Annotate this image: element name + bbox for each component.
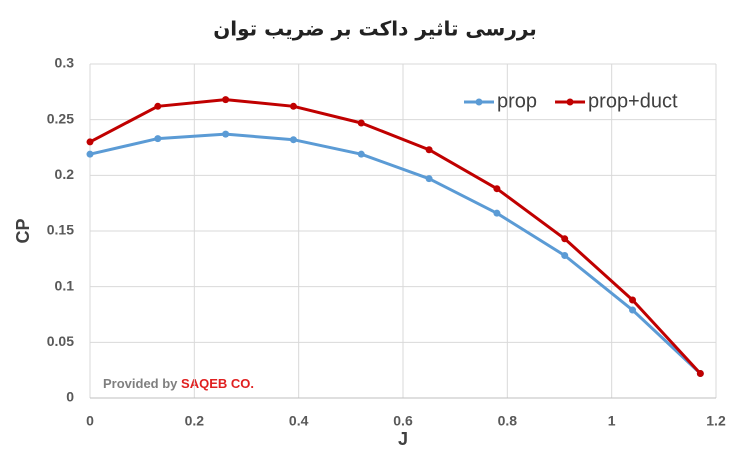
y-tick-label: 0.1 — [55, 277, 75, 293]
data-point — [425, 146, 433, 154]
y-tick-label: 0.3 — [55, 55, 75, 71]
data-point — [289, 136, 297, 144]
legend-marker — [566, 98, 574, 106]
y-tick-label: 0.25 — [47, 110, 74, 126]
data-point — [357, 150, 365, 158]
data-point — [222, 130, 230, 138]
legend-marker — [475, 98, 483, 106]
data-point — [154, 102, 162, 110]
y-tick-label: 0.05 — [47, 333, 74, 349]
legend-label: prop+duct — [588, 90, 678, 112]
series-line — [89, 98, 702, 375]
data-point — [222, 96, 230, 104]
data-point — [289, 102, 297, 110]
annotation-highlight: SAQEB CO. — [181, 376, 254, 391]
x-tick-label: 1.2 — [706, 413, 726, 429]
x-tick-label: 0.8 — [498, 413, 518, 429]
data-point — [154, 135, 162, 143]
x-tick-label: 0 — [86, 413, 94, 429]
series-line — [89, 132, 702, 375]
x-axis-label: J — [398, 429, 408, 449]
data-point — [493, 209, 501, 217]
data-point — [561, 235, 569, 243]
y-axis-label: CP — [13, 218, 33, 243]
y-tick-label: 0 — [66, 389, 74, 405]
data-point — [493, 185, 501, 193]
x-tick-label: 0.6 — [393, 413, 413, 429]
data-point — [425, 175, 433, 183]
y-tick-label: 0.15 — [47, 222, 74, 238]
data-point — [357, 119, 365, 127]
x-tick-label: 1 — [608, 413, 616, 429]
data-point — [629, 306, 637, 314]
chart-title: بررسی تاثیر داکت بر ضریب توان — [213, 17, 537, 41]
y-tick-label: 0.2 — [55, 166, 75, 182]
data-point — [629, 296, 637, 304]
x-tick-label: 0.2 — [185, 413, 205, 429]
data-point — [696, 370, 704, 378]
data-point — [86, 150, 94, 158]
annotation-text: Provided by — [103, 376, 178, 391]
data-point — [86, 138, 94, 146]
data-point — [561, 251, 569, 259]
legend-label: prop — [497, 90, 537, 112]
annotation: Provided by SAQEB CO. — [103, 376, 254, 391]
x-tick-label: 0.4 — [289, 413, 309, 429]
